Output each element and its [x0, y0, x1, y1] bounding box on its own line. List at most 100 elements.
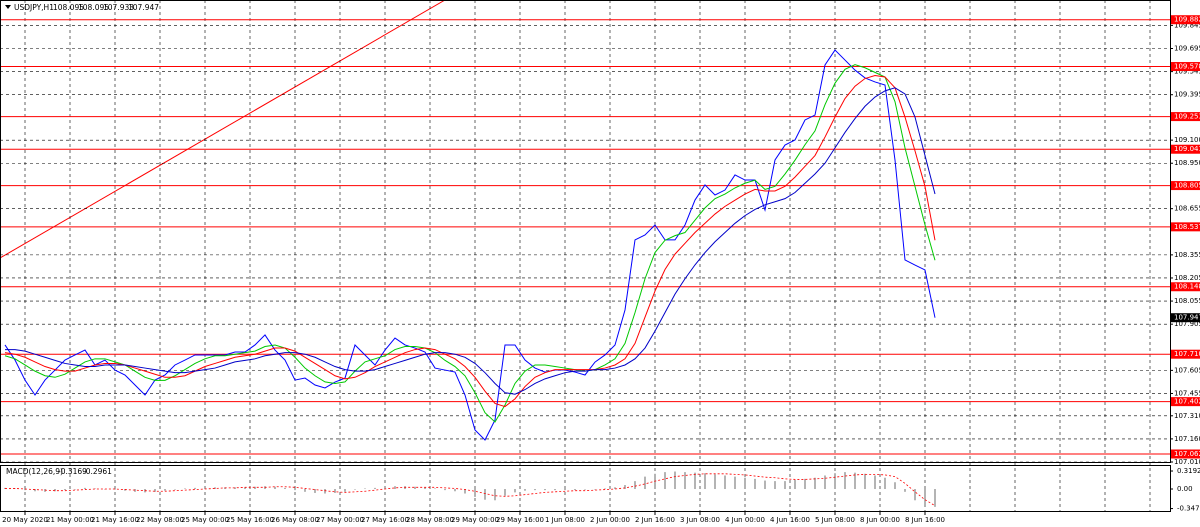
- y-tick-label: 107.455: [1174, 389, 1200, 397]
- y-tick-label: 108.055: [1174, 297, 1200, 305]
- level-label: 107.402: [1174, 398, 1200, 406]
- x-tick-label: 27 May 00:00: [316, 516, 364, 524]
- macd-bar: [754, 478, 756, 490]
- macd-bar: [354, 489, 356, 490]
- macd-bar: [154, 489, 156, 492]
- macd-bar: [904, 489, 906, 492]
- trend-line: [0, 0, 446, 259]
- macd-bar: [134, 489, 136, 492]
- macd-bar: [474, 489, 476, 497]
- macd-bar: [744, 477, 746, 490]
- macd-bar: [764, 480, 766, 490]
- macd-bar: [834, 473, 836, 490]
- level-label: 108.805: [1174, 182, 1200, 190]
- macd-bar: [574, 489, 576, 491]
- macd-bar: [784, 481, 786, 490]
- macd-bar: [644, 476, 646, 490]
- macd-bar: [534, 489, 536, 491]
- macd-bar: [324, 489, 326, 494]
- x-tick-label: 22 May 08:00: [136, 516, 184, 524]
- x-tick-label: 21 May 16:00: [91, 516, 139, 524]
- macd-bar: [624, 485, 626, 490]
- macd-title: MACD(12,26,9): [6, 467, 63, 476]
- main-frame: [0, 0, 1171, 463]
- x-tick-label: 4 Jun 00:00: [725, 516, 765, 524]
- macd-bar: [284, 487, 286, 490]
- y-tick-label: 107.160: [1174, 435, 1200, 443]
- macd-bar: [854, 472, 856, 490]
- macd-bar: [724, 475, 726, 490]
- y-tick-label: 109.545: [1174, 68, 1200, 76]
- macd-bar: [554, 489, 556, 491]
- macd-bar: [494, 489, 496, 501]
- macd-bar: [374, 487, 376, 490]
- macd-bar: [114, 489, 116, 490]
- price-line: [4, 49, 936, 441]
- macd-bar: [914, 489, 916, 501]
- macd-bar: [674, 471, 676, 490]
- y-tick-label: 109.100: [1174, 136, 1200, 144]
- x-tick-label: 28 May 08:00: [406, 516, 454, 524]
- y-tick-label: 108.655: [1174, 205, 1200, 213]
- macd-bar: [54, 489, 56, 492]
- macd-bar: [524, 489, 526, 491]
- macd-bar: [514, 489, 516, 493]
- macd-bar: [884, 477, 886, 490]
- x-tick-label: 2 Jun 16:00: [635, 516, 675, 524]
- macd-bar: [204, 487, 206, 490]
- y-tick-label: 109.845: [1174, 21, 1200, 29]
- x-tick-label: 27 May 16:00: [361, 516, 409, 524]
- macd-bar: [424, 487, 426, 490]
- macd-bar: [544, 489, 546, 491]
- moving-average: [4, 64, 936, 423]
- price-label: 107.947: [1174, 314, 1200, 322]
- level-box: [1171, 112, 1200, 122]
- signal-value: -0.2961: [83, 467, 112, 476]
- macd-bar: [584, 489, 586, 490]
- macd-y-tick-label: 0.00: [1177, 485, 1193, 493]
- macd-bar: [244, 487, 246, 490]
- macd-bar: [184, 488, 186, 490]
- macd-bar: [704, 473, 706, 490]
- level-label: 107.062: [1174, 450, 1200, 458]
- level-box: [1171, 144, 1200, 154]
- y-tick-label: 108.205: [1174, 274, 1200, 282]
- y-tick-label: 108.355: [1174, 251, 1200, 259]
- macd-bar: [484, 489, 486, 500]
- x-tick-label: 25 May 16:00: [226, 516, 274, 524]
- x-tick-label: 5 Jun 08:00: [815, 516, 855, 524]
- x-tick-label: 3 Jun 08:00: [680, 516, 720, 524]
- macd-bar: [634, 481, 636, 490]
- y-tick-label: 108.950: [1174, 159, 1200, 167]
- macd-bar: [234, 487, 236, 490]
- low-value: 107.933: [103, 3, 134, 12]
- y-tick-label: 107.010: [1174, 458, 1200, 466]
- price-box: [1171, 313, 1200, 323]
- level-box: [1171, 349, 1200, 359]
- macd-bar: [684, 472, 686, 490]
- macd-bar: [24, 489, 26, 491]
- macd-bar: [924, 489, 926, 506]
- macd-bar: [804, 478, 806, 490]
- macd-bar: [874, 475, 876, 490]
- macd-bar: [444, 489, 446, 491]
- open-value: 108.095: [53, 3, 84, 12]
- macd-bar: [594, 489, 596, 490]
- level-label: 107.710: [1174, 350, 1200, 358]
- macd-bar: [434, 488, 436, 490]
- macd-value: -0.3169: [58, 467, 87, 476]
- macd-bar: [84, 487, 86, 490]
- macd-bar: [604, 488, 606, 490]
- menu-arrow[interactable]: [5, 5, 11, 9]
- x-tick-label: 21 May 00:00: [46, 516, 94, 524]
- macd-bar: [274, 486, 276, 490]
- level-box: [1171, 62, 1200, 72]
- macd-bar: [174, 489, 176, 490]
- x-tick-label: 20 May 2020: [2, 516, 48, 524]
- macd-y-tick-label: 0.3192: [1177, 467, 1200, 475]
- macd-bar: [694, 472, 696, 490]
- macd-bar: [824, 475, 826, 490]
- x-tick-label: 26 May 08:00: [271, 516, 319, 524]
- macd-bar: [734, 476, 736, 490]
